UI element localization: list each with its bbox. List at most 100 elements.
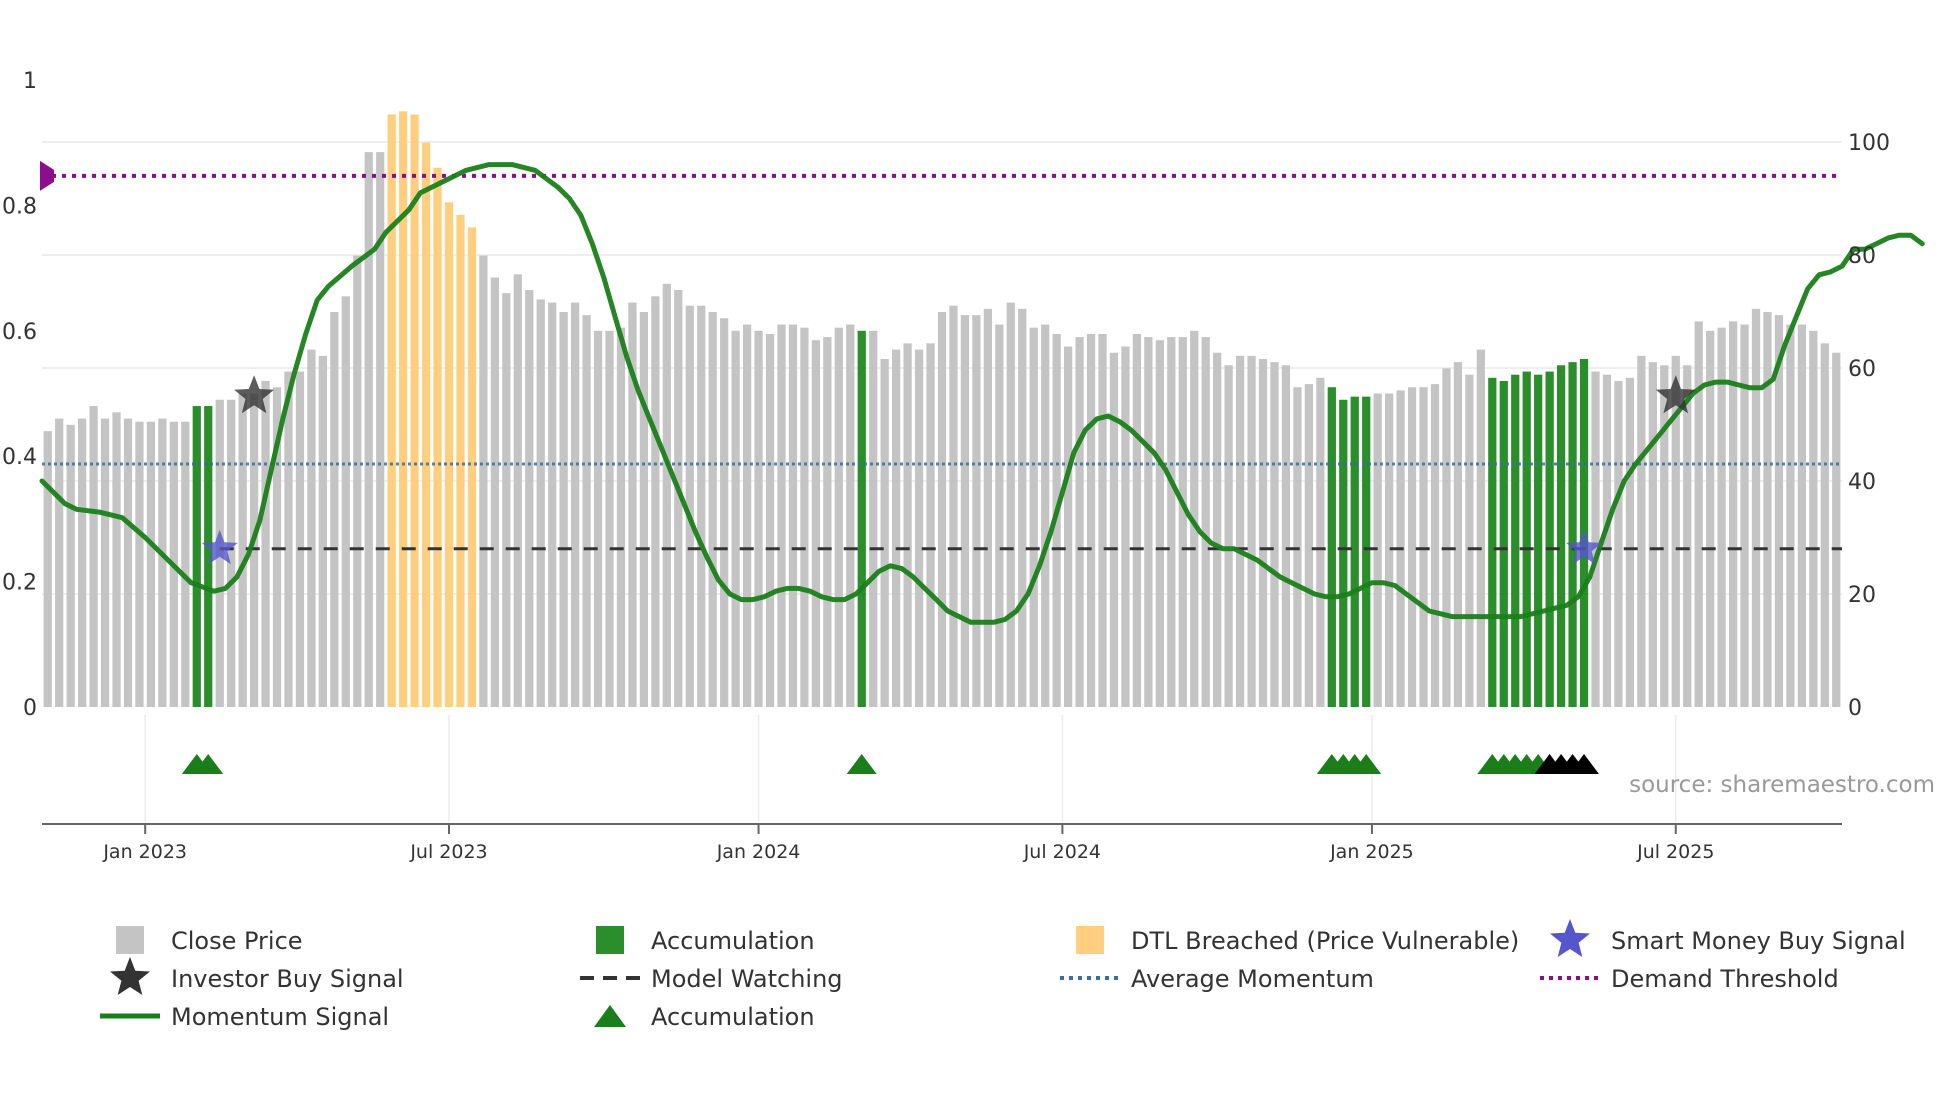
close-price-bar bbox=[1407, 387, 1417, 707]
close-price-bar bbox=[146, 421, 156, 707]
close-price-bar bbox=[78, 418, 87, 707]
close-price-bar bbox=[158, 418, 167, 707]
close-price-bar bbox=[559, 311, 568, 707]
demand-threshold-marker bbox=[40, 160, 54, 191]
close-price-bar bbox=[1625, 377, 1635, 707]
y-right-tick-label: 100 bbox=[1848, 131, 1890, 156]
close-price-bar bbox=[1213, 352, 1222, 707]
y-right-tick-label: 80 bbox=[1848, 244, 1876, 269]
close-price-bar bbox=[479, 255, 488, 707]
legend-label: Model Watching bbox=[651, 965, 843, 993]
close-price-bar bbox=[834, 327, 843, 707]
legend-label: Close Price bbox=[171, 927, 303, 955]
right-axis: 0 20 40 60 80 100 bbox=[1848, 131, 1890, 721]
accumulation-bar bbox=[1545, 371, 1554, 707]
close-price-bar bbox=[536, 299, 545, 707]
close-price-bar bbox=[43, 431, 52, 707]
close-price-bar bbox=[605, 330, 614, 707]
close-price-bar bbox=[227, 399, 236, 707]
close-price-bar bbox=[1809, 330, 1818, 707]
close-price-bar bbox=[341, 296, 350, 707]
close-price-bar bbox=[1086, 333, 1096, 707]
y-right-tick-label: 60 bbox=[1848, 357, 1876, 382]
x-tick-label: Jul 2023 bbox=[409, 841, 487, 863]
y-right-tick-label: 40 bbox=[1848, 470, 1876, 495]
close-price-bar bbox=[1247, 355, 1256, 707]
accumulation-bar bbox=[857, 330, 866, 707]
close-price-bar bbox=[1614, 380, 1623, 707]
momentum-signal-line bbox=[39, 162, 1925, 625]
dtl-breached-bar bbox=[399, 111, 408, 708]
close-price-bar bbox=[548, 302, 557, 707]
dtl-breached-bar bbox=[433, 167, 442, 707]
close-price-bar bbox=[823, 337, 832, 707]
accumulation-marker bbox=[193, 754, 224, 774]
close-price-bar bbox=[731, 330, 740, 707]
close-price-bar bbox=[502, 293, 511, 707]
legend-label: Accumulation bbox=[651, 927, 815, 955]
close-price-bar bbox=[66, 424, 75, 707]
watching-marker bbox=[1569, 754, 1599, 774]
close-price-bar bbox=[1602, 374, 1612, 707]
close-price-bar bbox=[1717, 327, 1726, 707]
close-price-bar bbox=[972, 315, 981, 708]
y-left-tick-label: 1 bbox=[23, 69, 37, 94]
legend-label: Momentum Signal bbox=[171, 1003, 389, 1031]
accumulation-bar bbox=[1511, 374, 1520, 707]
accumulation-marker bbox=[846, 754, 877, 774]
close-price-bar bbox=[697, 305, 706, 707]
legend-label: Demand Threshold bbox=[1611, 965, 1839, 993]
close-price-bar bbox=[788, 324, 798, 707]
close-price-bar bbox=[1591, 371, 1600, 707]
close-price-bar bbox=[100, 418, 110, 707]
close-price-bar bbox=[1121, 346, 1130, 707]
accumulation-bar bbox=[204, 406, 213, 707]
legend: Close Price Accumulation DTL Breached (Pri… bbox=[100, 919, 1906, 1031]
close-price-bar bbox=[674, 290, 683, 707]
investor-star bbox=[1655, 375, 1696, 414]
close-price-bar bbox=[903, 343, 912, 707]
x-tick-label: Jan 2024 bbox=[716, 841, 801, 863]
close-price-bar bbox=[1453, 362, 1463, 707]
close-price-bar bbox=[570, 302, 580, 707]
smart-money-star bbox=[1566, 529, 1603, 565]
close-price-bar bbox=[1786, 324, 1795, 707]
dtl-breached-bar bbox=[410, 114, 419, 708]
legend-item: DTL Breached (Price Vulnerable) bbox=[1076, 926, 1519, 955]
legend-item: Momentum Signal bbox=[100, 1003, 389, 1031]
close-price-bar bbox=[869, 330, 878, 707]
legend-label: Investor Buy Signal bbox=[171, 965, 404, 993]
close-price-bar bbox=[754, 330, 763, 707]
accumulation-bar bbox=[1362, 396, 1371, 707]
accumulation-marker bbox=[1351, 754, 1382, 774]
close-price-bar bbox=[765, 333, 775, 707]
close-price-bar bbox=[914, 349, 924, 707]
close-price-bar bbox=[1648, 362, 1657, 707]
marker-panel bbox=[181, 754, 1599, 774]
dtl-breached-bar bbox=[444, 202, 454, 707]
close-price-bar bbox=[1728, 321, 1738, 707]
accumulation-bar bbox=[192, 406, 201, 707]
legend-triangle bbox=[594, 1005, 626, 1027]
close-price-bar bbox=[949, 305, 958, 707]
close-price-bar bbox=[846, 324, 855, 707]
legend-label: Average Momentum bbox=[1131, 965, 1374, 993]
close-price-bar bbox=[628, 302, 637, 707]
legend-item: Investor Buy Signal bbox=[110, 957, 404, 995]
close-price-bar bbox=[1832, 352, 1841, 707]
close-price-bar bbox=[181, 421, 190, 707]
close-price-bar bbox=[1224, 365, 1233, 707]
close-price-bar bbox=[1063, 346, 1073, 707]
close-price-bar bbox=[1178, 337, 1187, 707]
y-right-tick-label: 0 bbox=[1848, 696, 1862, 721]
close-price-bar bbox=[742, 324, 752, 707]
close-price-bar bbox=[295, 371, 305, 707]
investor-star bbox=[234, 375, 275, 414]
accumulation-bar bbox=[1534, 374, 1543, 707]
legend-star-icon bbox=[110, 957, 150, 995]
close-price-bar bbox=[1671, 355, 1680, 707]
close-price-bar bbox=[960, 315, 970, 708]
legend-item: Accumulation bbox=[596, 926, 815, 955]
close-price-bar bbox=[1258, 359, 1268, 707]
legend-label: Smart Money Buy Signal bbox=[1611, 927, 1906, 955]
